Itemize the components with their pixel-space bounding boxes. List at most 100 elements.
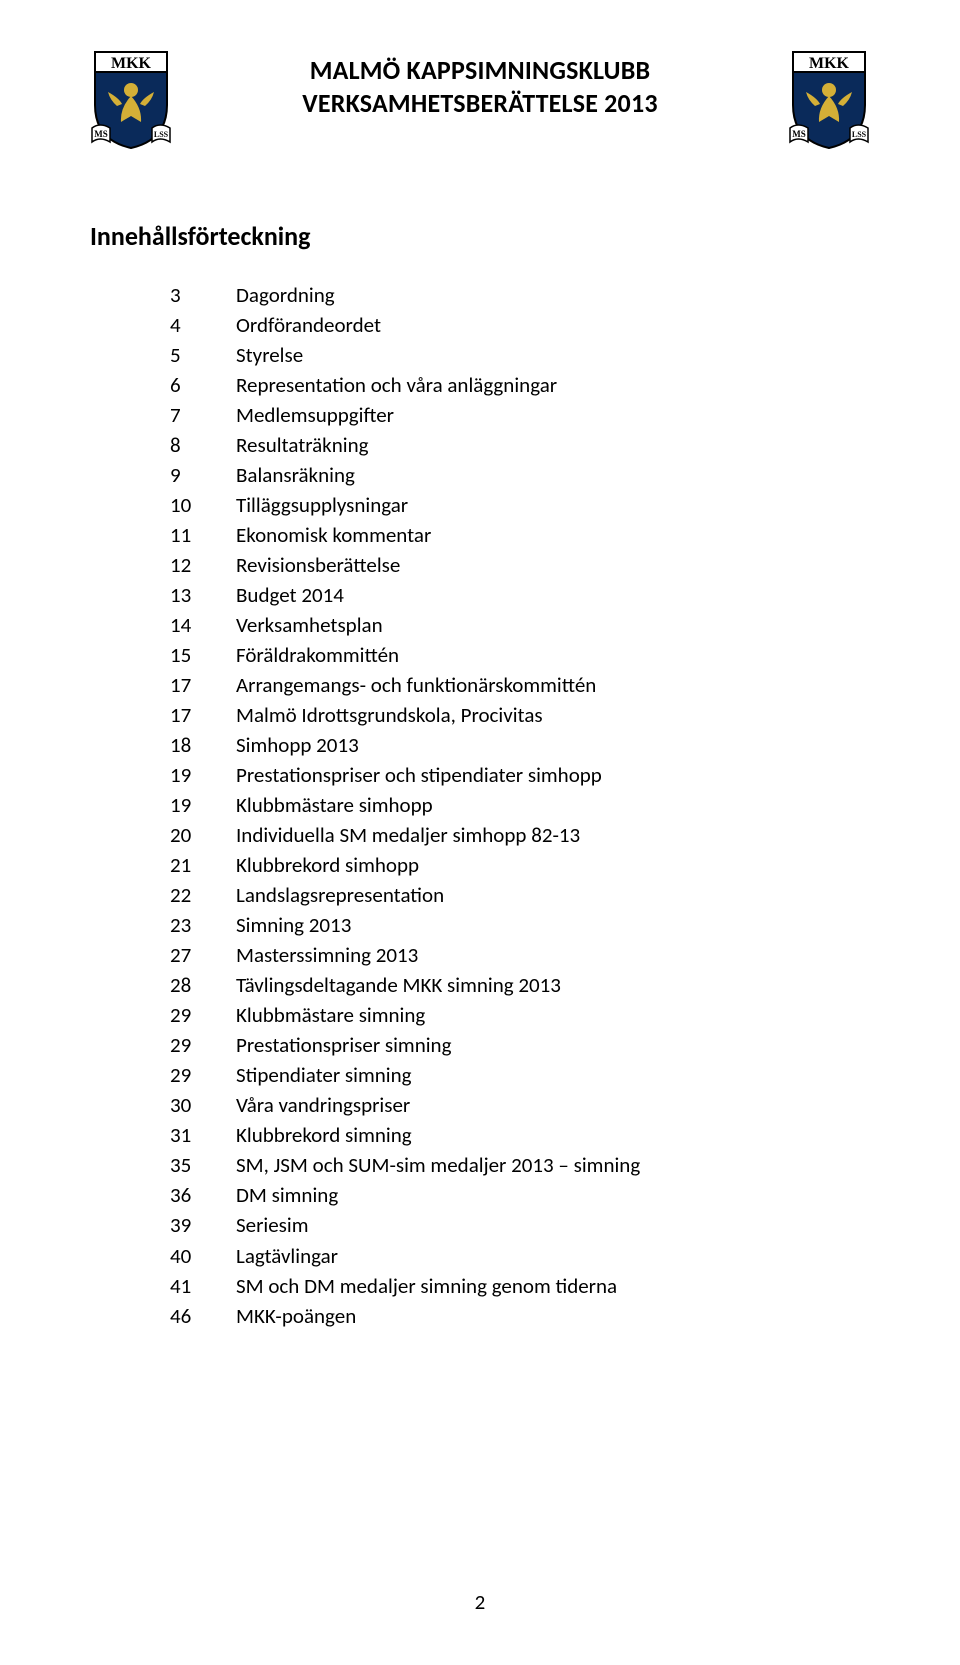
toc-page-number: 12 <box>170 550 236 580</box>
toc-row: 17Malmö Idrottsgrundskola, Procivitas <box>170 700 870 730</box>
toc-row: 11Ekonomisk kommentar <box>170 520 870 550</box>
toc-label: Seriesim <box>236 1210 870 1240</box>
toc-row: 12Revisionsberättelse <box>170 550 870 580</box>
toc-page-number: 5 <box>170 340 236 370</box>
toc-row: 29Stipendiater simning <box>170 1060 870 1090</box>
toc-page-number: 40 <box>170 1241 236 1271</box>
toc-row: 31Klubbrekord simning <box>170 1120 870 1150</box>
toc-row: 6Representation och våra anläggningar <box>170 370 870 400</box>
toc-page-number: 27 <box>170 940 236 970</box>
toc-label: Simhopp 2013 <box>236 730 870 760</box>
toc-row: 14Verksamhetsplan <box>170 610 870 640</box>
toc-page-number: 36 <box>170 1180 236 1210</box>
svg-text:LSS: LSS <box>852 130 867 139</box>
toc-row: 41SM och DM medaljer simning genom tider… <box>170 1271 870 1301</box>
toc-label: Klubbmästare simning <box>236 1000 870 1030</box>
toc-row: 28Tävlingsdeltagande MKK simning 2013 <box>170 970 870 1000</box>
toc-label: Stipendiater simning <box>236 1060 870 1090</box>
toc-row: 23Simning 2013 <box>170 910 870 940</box>
toc-row: 7 Medlemsuppgifter <box>170 400 870 430</box>
toc-row: 18Simhopp 2013 <box>170 730 870 760</box>
toc-page-number: 29 <box>170 1060 236 1090</box>
toc-page-number: 19 <box>170 790 236 820</box>
toc-label: Lagtävlingar <box>236 1241 870 1271</box>
toc-row: 39Seriesim <box>170 1210 870 1240</box>
toc-page-number: 28 <box>170 970 236 1000</box>
toc-row: 4Ordförandeordet <box>170 310 870 340</box>
toc-label: Klubbrekord simning <box>236 1120 870 1150</box>
toc-row: 35SM, JSM och SUM-sim medaljer 2013 – si… <box>170 1150 870 1180</box>
toc-label: Ordförandeordet <box>236 310 870 340</box>
toc-row: 36DM simning <box>170 1180 870 1210</box>
title-line-2: VERKSAMHETSBERÄTTELSE 2013 <box>90 87 870 120</box>
page-header: MKK MS LSS MALMÖ KAPPSIMNINGSKLUBB VERKS… <box>90 50 870 180</box>
toc-page-number: 10 <box>170 490 236 520</box>
toc-page-number: 31 <box>170 1120 236 1150</box>
toc-label: Styrelse <box>236 340 870 370</box>
toc-row: 13Budget 2014 <box>170 580 870 610</box>
toc-label: Tävlingsdeltagande MKK simning 2013 <box>236 970 870 1000</box>
toc-page-number: 6 <box>170 370 236 400</box>
toc-page-number: 30 <box>170 1090 236 1120</box>
toc-label: Malmö Idrottsgrundskola, Procivitas <box>236 700 870 730</box>
svg-text:MKK: MKK <box>809 55 850 72</box>
toc-row: 27Masterssimning 2013 <box>170 940 870 970</box>
toc-page-number: 21 <box>170 850 236 880</box>
toc-row: 15Föräldrakommittén <box>170 640 870 670</box>
toc-row: 19Prestationspriser och stipendiater sim… <box>170 760 870 790</box>
toc-row: 29Klubbmästare simning <box>170 1000 870 1030</box>
toc-page-number: 39 <box>170 1210 236 1240</box>
toc-page-number: 19 <box>170 760 236 790</box>
toc-heading: Innehållsförteckning <box>90 220 870 252</box>
toc-label: Ekonomisk kommentar <box>236 520 870 550</box>
toc-page-number: 17 <box>170 700 236 730</box>
toc-label: Budget 2014 <box>236 580 870 610</box>
toc-page-number: 46 <box>170 1301 236 1331</box>
toc-label: Representation och våra anläggningar <box>236 370 870 400</box>
toc-row: 46MKK-poängen <box>170 1301 870 1331</box>
club-logo-left: MKK MS LSS <box>90 50 172 155</box>
table-of-contents: 3Dagordning4Ordförandeordet5Styrelse6Rep… <box>170 280 870 1331</box>
toc-label: Masterssimning 2013 <box>236 940 870 970</box>
toc-page-number: 23 <box>170 910 236 940</box>
toc-page-number: 29 <box>170 1000 236 1030</box>
toc-page-number: 35 <box>170 1150 236 1180</box>
toc-page-number: 9 <box>170 460 236 490</box>
toc-page-number: 41 <box>170 1271 236 1301</box>
toc-page-number: 22 <box>170 880 236 910</box>
toc-label: SM, JSM och SUM-sim medaljer 2013 – simn… <box>236 1150 870 1180</box>
toc-page-number: 14 <box>170 610 236 640</box>
toc-row: 19Klubbmästare simhopp <box>170 790 870 820</box>
toc-label: Prestationspriser och stipendiater simho… <box>236 760 870 790</box>
toc-label: Tilläggsupplysningar <box>236 490 870 520</box>
toc-label: Landslagsrepresentation <box>236 880 870 910</box>
toc-page-number: 4 <box>170 310 236 340</box>
title-block: MALMÖ KAPPSIMNINGSKLUBB VERKSAMHETSBERÄT… <box>90 50 870 119</box>
toc-page-number: 8 <box>170 430 236 460</box>
toc-page-number: 7 <box>170 400 236 430</box>
toc-label: Prestationspriser simning <box>236 1030 870 1060</box>
toc-row: 22Landslagsrepresentation <box>170 880 870 910</box>
toc-row: 30Våra vandringspriser <box>170 1090 870 1120</box>
page-number: 2 <box>0 1589 960 1615</box>
toc-page-number: 17 <box>170 670 236 700</box>
toc-row: 21Klubbrekord simhopp <box>170 850 870 880</box>
svg-text:MS: MS <box>94 129 108 139</box>
toc-label: Arrangemangs- och funktionärskommittén <box>236 670 870 700</box>
toc-label: Våra vandringspriser <box>236 1090 870 1120</box>
toc-page-number: 13 <box>170 580 236 610</box>
document-page: MKK MS LSS MALMÖ KAPPSIMNINGSKLUBB VERKS… <box>0 0 960 1665</box>
toc-label: Resultaträkning <box>236 430 870 460</box>
crest-icon: MKK MS LSS <box>788 50 870 150</box>
title-line-1: MALMÖ KAPPSIMNINGSKLUBB <box>90 54 870 87</box>
toc-row: 5Styrelse <box>170 340 870 370</box>
toc-page-number: 15 <box>170 640 236 670</box>
toc-row: 17Arrangemangs- och funktionärskommittén <box>170 670 870 700</box>
toc-row: 8Resultaträkning <box>170 430 870 460</box>
toc-page-number: 3 <box>170 280 236 310</box>
toc-label: Klubbmästare simhopp <box>236 790 870 820</box>
toc-label: Föräldrakommittén <box>236 640 870 670</box>
toc-label: Individuella SM medaljer simhopp 82-13 <box>236 820 870 850</box>
toc-label: SM och DM medaljer simning genom tiderna <box>236 1271 870 1301</box>
toc-label: Balansräkning <box>236 460 870 490</box>
